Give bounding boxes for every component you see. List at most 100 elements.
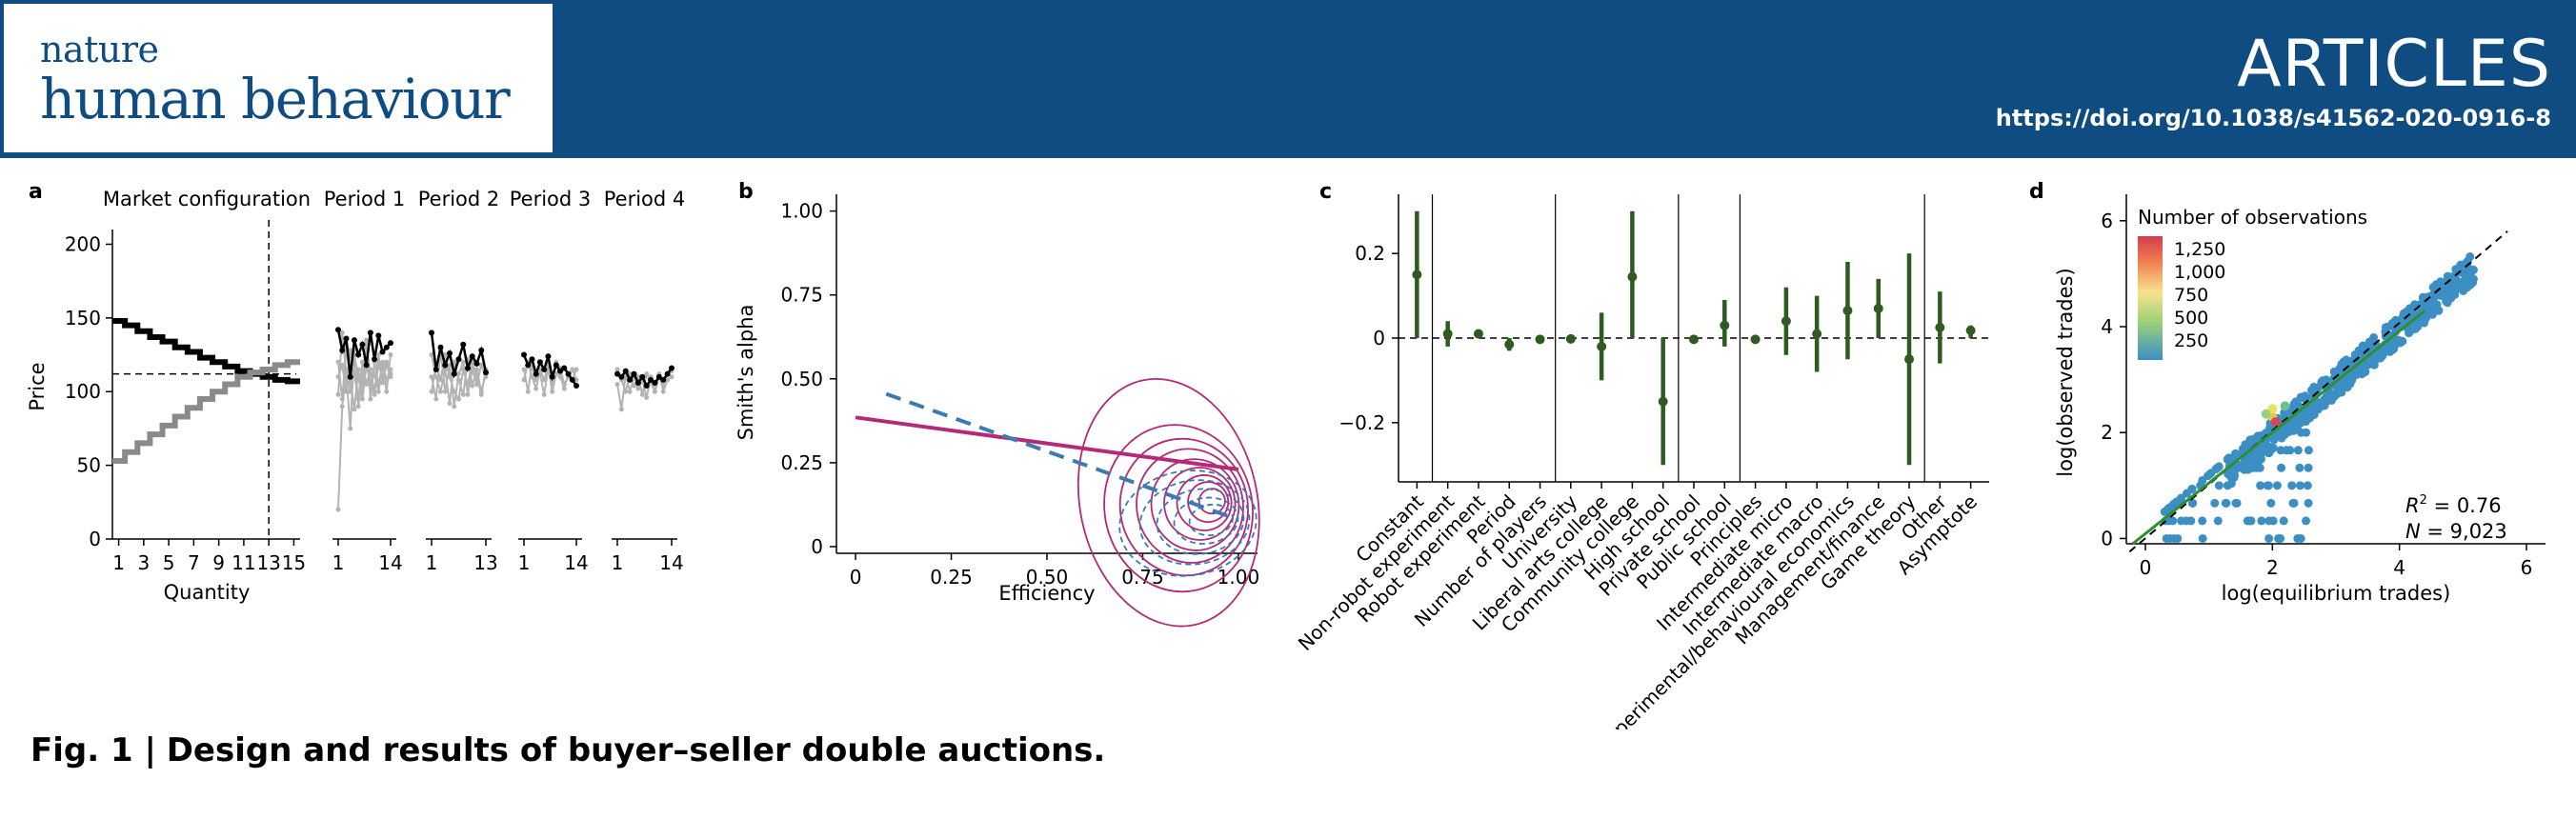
panel-a-y-label: Price bbox=[26, 362, 49, 410]
panel-a-period-trade-point bbox=[561, 365, 568, 371]
panel-d-x-tick-label: 4 bbox=[2393, 556, 2405, 579]
panel-a-period-trade-point bbox=[433, 367, 439, 373]
panel-d-x-tick-label: 2 bbox=[2266, 556, 2279, 579]
panel-b-density-contour-robot bbox=[1187, 481, 1230, 524]
panel-b-density-contour-robot bbox=[1150, 458, 1240, 551]
panel-c-estimate-point bbox=[1935, 322, 1945, 332]
panel-a-period-trade-point bbox=[643, 383, 650, 390]
panel-d-hexbin bbox=[2413, 305, 2423, 314]
panel-d-hexbin-dense bbox=[2280, 401, 2290, 411]
panel-a-period-trade-point bbox=[639, 373, 646, 380]
doi-link[interactable]: https://doi.org/10.1038/s41562-020-0916-… bbox=[1995, 105, 2551, 131]
panel-a-period-bid-point bbox=[388, 371, 393, 377]
panel-d-hexbin bbox=[2221, 498, 2230, 508]
panel-d-hexbin bbox=[2293, 446, 2303, 455]
panel-a-period-bid-point bbox=[635, 386, 641, 391]
panel-a-period-bid-point bbox=[348, 426, 353, 431]
figure-caption-label: Fig. 1 | bbox=[30, 731, 156, 769]
panel-a-period-trade-point bbox=[437, 344, 444, 350]
panel-a-period-bid-point bbox=[442, 389, 448, 394]
panel-d-hexbin bbox=[2434, 281, 2444, 290]
panel-a-period-bid-point bbox=[429, 352, 434, 358]
panel-b-y-tick-label: 0.75 bbox=[780, 284, 823, 307]
panel-b-y-tick-label: 0.25 bbox=[780, 451, 823, 474]
panel-a-period-bid-point bbox=[660, 389, 666, 394]
panel-a-period-trade-point bbox=[351, 337, 357, 344]
panel-a-period-trade-point bbox=[553, 362, 559, 369]
panel-a-period-trade-point bbox=[631, 370, 637, 377]
panel-b-x-label: Efficiency bbox=[998, 582, 1095, 605]
panel-d-hexbin bbox=[2396, 338, 2405, 348]
panel-a-period-bid-point bbox=[375, 389, 381, 394]
panel-a-period-bid-point bbox=[335, 507, 341, 512]
panel-d-hexbin bbox=[2315, 398, 2324, 408]
panel-c-estimate-point bbox=[1597, 341, 1607, 351]
panel-d-hexbin bbox=[2251, 463, 2261, 472]
panel-a-period-bid-point bbox=[623, 389, 629, 394]
panel-a-period-bid-point bbox=[456, 396, 461, 402]
panel-c-y-tick-label: 0 bbox=[1373, 327, 1385, 350]
panel-c-y-tick-label: 0.2 bbox=[1355, 242, 1385, 265]
panel-d-hexbin bbox=[2304, 498, 2313, 508]
panel-a-period-trade-point bbox=[521, 351, 527, 358]
panel-b-y-tick-label: 0.50 bbox=[780, 368, 823, 390]
panel-d-hexbin bbox=[2160, 507, 2169, 516]
panel-c-estimate-point bbox=[1627, 271, 1638, 282]
panel-a-period-bid-point bbox=[452, 404, 457, 410]
panel-a-period-bid-point bbox=[364, 382, 370, 387]
panel-d-hexbin bbox=[2279, 516, 2288, 526]
panel-d-r2-symbol: R bbox=[2405, 494, 2420, 517]
panel-b-density-contour-human bbox=[1173, 496, 1239, 545]
panel-b-y-tick-label: 0 bbox=[811, 535, 823, 558]
panel-a-period-bid-point bbox=[465, 391, 471, 397]
panel-a-period-bid-point bbox=[364, 337, 370, 343]
panel-d-identity-line bbox=[2128, 230, 2508, 553]
panel-a-period-bid-point bbox=[533, 386, 539, 391]
panel-a-period-bid-point bbox=[550, 389, 555, 394]
panel-a-period-trade-point bbox=[536, 359, 543, 366]
panel-a-period-tick-label: 1 bbox=[426, 551, 438, 574]
panel-c-estimate-point bbox=[1535, 334, 1545, 345]
panel-c-estimate-point bbox=[1750, 334, 1761, 345]
panel-a-period-bid-point bbox=[529, 374, 534, 380]
panel-a-period-bid-point bbox=[388, 352, 393, 358]
panel-a-period-trade-point bbox=[664, 370, 671, 377]
panel-d-hexbin bbox=[2369, 338, 2379, 348]
panel-d-hexbin bbox=[2257, 516, 2266, 526]
panel-label-a: a bbox=[29, 180, 43, 204]
panel-a-period-bid-point bbox=[372, 371, 377, 377]
panel-a-period-bid-point bbox=[470, 383, 475, 389]
panel-d-hexbin-dense bbox=[2267, 404, 2278, 414]
panel-a-period-bid-point bbox=[460, 391, 466, 397]
panel-a-period-bid-point bbox=[561, 386, 567, 391]
panel-a-period-bid-point bbox=[474, 374, 479, 380]
panel-a-period-bid-point bbox=[335, 374, 341, 380]
panel-a-period-trade-point bbox=[455, 356, 462, 363]
panel-a-period-trade-point bbox=[442, 362, 449, 369]
panel-d-hexbin bbox=[2248, 434, 2258, 444]
panel-a-period-trade-point bbox=[525, 362, 532, 369]
panel-d-hexbin bbox=[2213, 516, 2223, 526]
panel-a-period-bid-point bbox=[433, 396, 439, 402]
panel-a-period-trade-point bbox=[627, 376, 634, 383]
panel-a-period-tick-label: 14 bbox=[659, 551, 683, 574]
panel-d-hexbin bbox=[2242, 464, 2251, 473]
panel-d-hexbin bbox=[2187, 498, 2197, 508]
panel-d-n-value: = 9,023 bbox=[2421, 520, 2507, 543]
panel-a-x-label: Quantity bbox=[164, 581, 251, 604]
panel-a-demand-curve bbox=[112, 317, 300, 385]
panel-c-estimate-point bbox=[1473, 329, 1483, 339]
panel-d-hexbin bbox=[2313, 405, 2323, 414]
panel-a-period-trade-point bbox=[652, 379, 658, 386]
panel-d-hexbin bbox=[2274, 533, 2284, 543]
panel-a-period-bid-point bbox=[478, 362, 484, 368]
panel-a-period-bid-point bbox=[618, 407, 624, 412]
journal-logo[interactable]: nature human behaviour bbox=[3, 3, 553, 153]
panel-d-hexbin bbox=[2301, 416, 2310, 426]
panel-d-hexbin bbox=[2186, 516, 2196, 526]
panel-a-period-bid-point bbox=[384, 359, 390, 365]
panel-d-x-tick-label: 6 bbox=[2521, 556, 2533, 579]
panel-a-supply-curve bbox=[112, 359, 300, 464]
